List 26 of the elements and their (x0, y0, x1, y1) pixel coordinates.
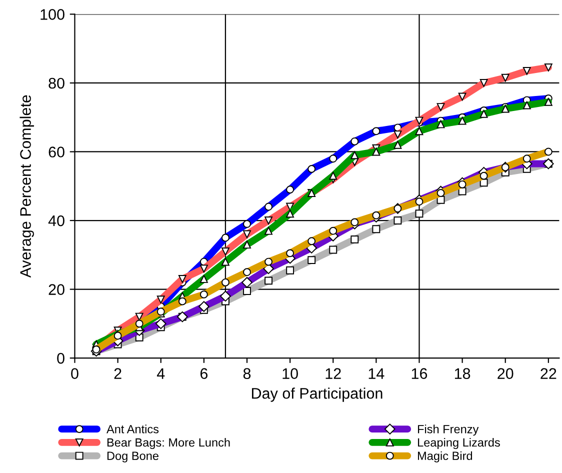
x-tick-label: 6 (200, 368, 208, 380)
legend-label: Ant Antics (106, 424, 159, 434)
x-tick-label: 8 (243, 368, 251, 380)
x-tick-label: 16 (412, 368, 428, 380)
x-tick-label: 0 (71, 368, 78, 380)
y-tick-label: 60 (48, 146, 64, 158)
x-axis-title: Day of Participation (252, 388, 382, 402)
y-tick-label: 40 (48, 215, 64, 226)
y-tick-label: 100 (40, 9, 64, 20)
x-tick-label: 20 (498, 368, 514, 380)
x-tick-label: 22 (540, 368, 556, 379)
legend-label: Magic Bird (418, 451, 472, 462)
x-tick-label: 14 (368, 368, 384, 379)
legend-label: Fish Frenzy (418, 424, 479, 436)
y-tick-label: 0 (57, 352, 64, 364)
x-tick-label: 12 (326, 368, 341, 379)
y-tick-label: 80 (48, 78, 64, 89)
x-tick-label: 10 (282, 368, 298, 380)
x-tick-label: 4 (156, 368, 165, 379)
y-tick-label: 20 (48, 284, 64, 295)
x-tick-label: 2 (114, 368, 122, 379)
x-tick-label: 18 (454, 368, 470, 380)
legend-label: Dog Bone (107, 452, 158, 462)
legend-label: Leaping Lizards (418, 438, 500, 450)
legend-label: Bear Bags: More Lunch (107, 438, 230, 450)
y-axis-title: Average Percent Complete (20, 95, 34, 278)
